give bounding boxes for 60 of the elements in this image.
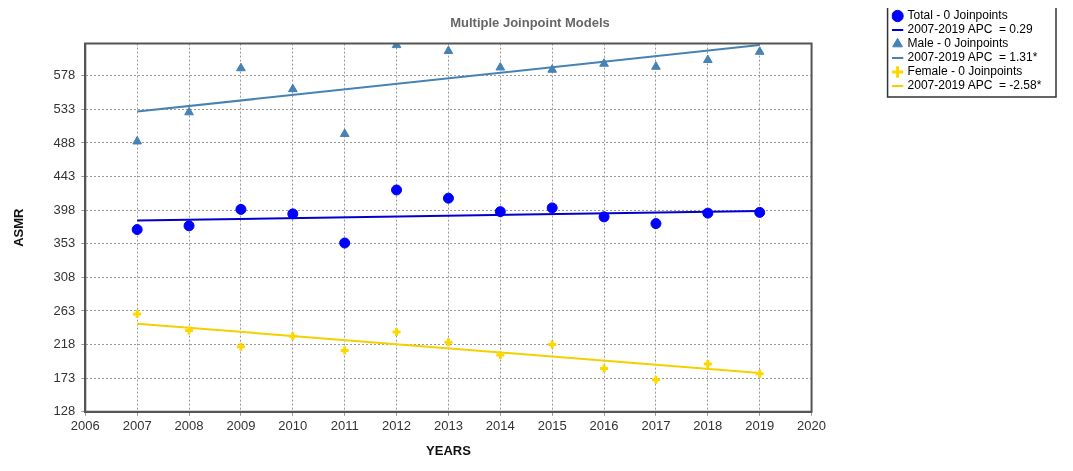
y-tick-label: 398 xyxy=(53,201,76,217)
x-tick-label: 2007 xyxy=(122,418,152,434)
point xyxy=(391,184,403,196)
x-tick-label: 2013 xyxy=(433,418,463,434)
point xyxy=(235,203,247,215)
legend-label: Male - 0 Joinpoints xyxy=(907,36,1009,51)
point xyxy=(132,135,142,145)
y-tick-label: 443 xyxy=(53,168,76,184)
legend-label: Total - 0 Joinpoints xyxy=(907,8,1008,23)
x-tick-label: 2010 xyxy=(278,418,308,434)
legend-label: 2007-2019 APC = 0.29 xyxy=(907,22,1033,37)
point xyxy=(184,106,194,116)
chart-title: Multiple Joinpoint Models xyxy=(450,15,610,31)
x-tick-label: 2018 xyxy=(693,418,723,434)
x-tick-label: 2014 xyxy=(485,418,515,434)
x-tick-label: 2019 xyxy=(745,418,775,434)
point xyxy=(339,237,351,249)
y-tick-label: 218 xyxy=(53,336,76,352)
point xyxy=(494,206,506,218)
legend-label: Female - 0 Joinpoints xyxy=(907,64,1023,79)
x-tick-label: 2020 xyxy=(797,418,827,434)
point xyxy=(443,45,454,55)
x-axis-title: YEARS xyxy=(426,442,472,458)
point xyxy=(287,83,298,93)
point xyxy=(598,211,610,223)
y-tick-label: 173 xyxy=(53,369,76,385)
y-tick-label: 128 xyxy=(53,403,76,419)
point xyxy=(131,224,143,236)
point xyxy=(651,61,661,70)
y-tick-label: 533 xyxy=(53,100,76,116)
x-tick-label: 2012 xyxy=(382,418,412,434)
point xyxy=(339,128,350,137)
point xyxy=(754,206,766,218)
point xyxy=(599,58,609,67)
x-tick-label: 2015 xyxy=(537,418,567,434)
y-tick-label: 578 xyxy=(53,67,76,83)
point xyxy=(183,220,195,232)
point xyxy=(650,218,662,230)
point xyxy=(495,62,506,71)
point xyxy=(754,46,765,55)
point xyxy=(546,202,558,214)
point xyxy=(547,64,558,73)
x-tick-label: 2017 xyxy=(641,418,671,434)
x-tick-label: 2006 xyxy=(70,418,100,434)
point xyxy=(442,192,454,204)
y-axis-title: ASMR xyxy=(11,207,27,247)
y-tick-label: 263 xyxy=(53,302,76,318)
x-tick-label: 2009 xyxy=(226,418,256,434)
point xyxy=(236,62,246,72)
y-tick-label: 353 xyxy=(53,235,76,251)
legend-label: 2007-2019 APC = -2.58* xyxy=(907,78,1042,93)
y-tick-label: 308 xyxy=(53,268,76,284)
point xyxy=(702,207,714,219)
x-tick-label: 2008 xyxy=(174,418,204,434)
x-tick-label: 2016 xyxy=(589,418,619,434)
point xyxy=(702,54,713,64)
legend-label: 2007-2019 APC = 1.31* xyxy=(907,50,1038,65)
x-tick-label: 2011 xyxy=(330,418,359,434)
point xyxy=(287,208,299,220)
y-tick-label: 488 xyxy=(53,134,76,150)
